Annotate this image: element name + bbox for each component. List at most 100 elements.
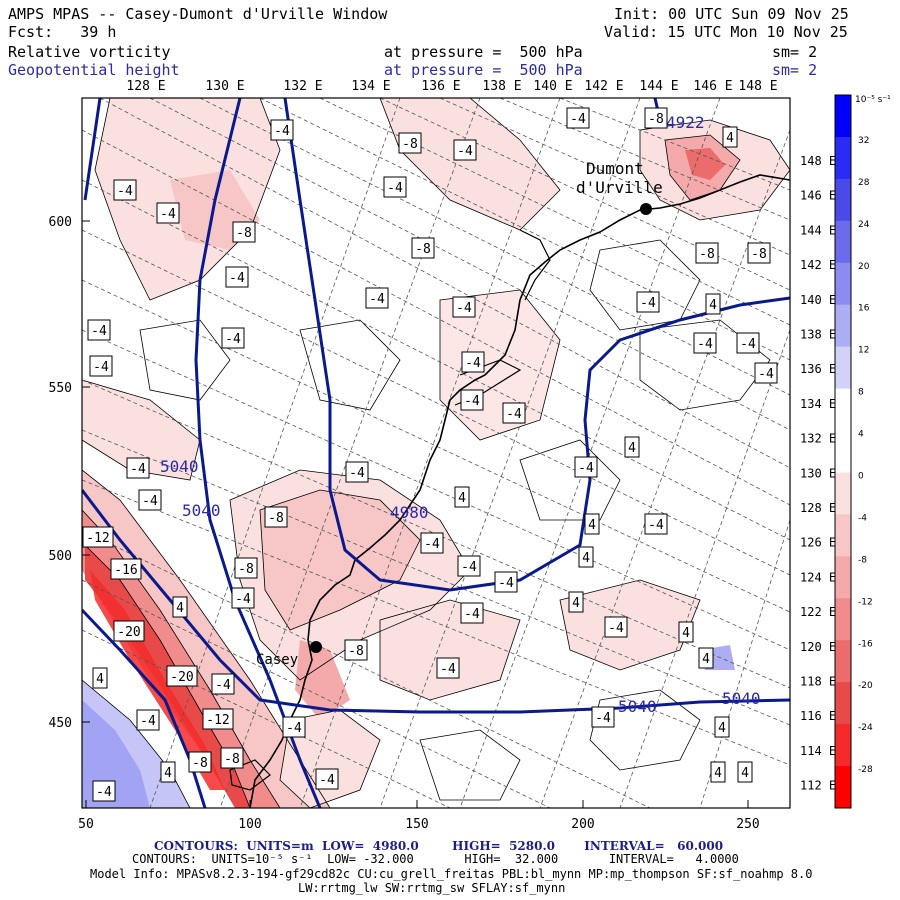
vorticity-label-box — [398, 132, 422, 154]
vorticity-label-box — [737, 761, 753, 783]
vorticity-label: -4 — [117, 184, 133, 199]
vorticity-label-box — [644, 107, 668, 129]
vorticity-label: -4 — [595, 711, 611, 726]
vorticity-label: -4 — [465, 356, 481, 371]
right-tick-label: 148 E — [800, 154, 836, 168]
vorticity-label-box — [452, 296, 476, 318]
vorticity-label-box — [736, 332, 760, 354]
vorticity-label: 4 — [176, 601, 184, 616]
vorticity-label: -4 — [740, 337, 756, 352]
vorticity-label-box — [574, 456, 598, 478]
vorticity-label: -4 — [424, 537, 440, 552]
vorticity-label: -4 — [440, 662, 456, 677]
colorbar-swatch — [835, 472, 851, 515]
vorticity-label: -4 — [608, 621, 624, 636]
vorticity-label-box — [644, 513, 668, 535]
vorticity-label: -12 — [206, 713, 229, 728]
vorticity-label-box — [221, 327, 245, 349]
vorticity-label-box — [636, 291, 660, 313]
colorbar-label: -8 — [858, 555, 867, 565]
vorticity-label: 4 — [741, 766, 749, 781]
colorbar-label: 8 — [858, 388, 864, 398]
vorticity-label-box — [202, 708, 234, 730]
right-tick-label: 122 E — [800, 605, 836, 619]
vorticity-label: -4 — [578, 461, 594, 476]
vorticity-label-box — [89, 355, 113, 377]
field1-name: Relative vorticity — [8, 43, 171, 61]
colorbar-swatch — [835, 136, 851, 180]
top-tick-label: 148 E — [738, 79, 777, 94]
vorticity-label-box — [126, 457, 150, 479]
vorticity-label: 4 — [458, 491, 466, 506]
vorticity-label: -4 — [457, 144, 473, 159]
vorticity-label-box — [566, 107, 590, 129]
vorticity-label: 4 — [714, 766, 722, 781]
plot-frame — [81, 97, 791, 809]
vorticity-label-box — [411, 237, 435, 259]
colorbar-swatch — [835, 95, 851, 138]
colorbar-swatch — [835, 514, 851, 557]
vorticity-label-box — [138, 489, 162, 511]
colorbar-swatch — [835, 682, 851, 725]
vorticity-label-box — [344, 639, 368, 661]
vorticity-label: -4 — [506, 407, 522, 422]
vorticity-label-box — [156, 202, 180, 224]
vorticity-label: -4 — [286, 721, 302, 736]
colorbar-label: -12 — [858, 597, 873, 607]
vorticity-label: -12 — [86, 531, 109, 546]
vorticity-label: -8 — [415, 242, 431, 257]
vorticity-label-box — [110, 558, 142, 580]
vorticity-label-box — [698, 647, 714, 669]
vorticity-label: -8 — [268, 511, 284, 526]
vorticity-label-box — [461, 351, 485, 373]
vorticity-label: 4 — [702, 652, 710, 667]
colorbar-label: 0 — [858, 472, 864, 482]
vorticity-label-box — [584, 513, 600, 535]
bottom-tick-label: 150 — [405, 817, 428, 832]
bottom-tick-label: 50 — [78, 817, 94, 832]
field2-level: at pressure = 500 hPa — [384, 61, 583, 79]
vorticity-label: -8 — [192, 756, 208, 771]
vorticity-label: -4 — [235, 592, 251, 607]
right-tick-label: 134 E — [800, 397, 836, 411]
height-label: 5040 — [618, 697, 657, 716]
vorticity-label: -4 — [229, 271, 245, 286]
vorticity-label-box — [678, 621, 694, 643]
right-tick-label: 112 E — [800, 779, 836, 793]
vorticity-label: 4 — [682, 626, 690, 641]
height-label: 5040 — [160, 457, 199, 476]
vorticity-label-box — [578, 546, 594, 568]
top-tick-label: 146 E — [693, 79, 732, 94]
vorticity-label-box — [460, 389, 484, 411]
vorticity-label: -4 — [142, 494, 158, 509]
colorbar-swatch — [835, 388, 851, 432]
vorticity-label: -4 — [225, 332, 241, 347]
top-tick-label: 128 E — [126, 79, 165, 94]
vorticity-label: -4 — [648, 518, 664, 533]
vorticity-label: -8 — [648, 112, 664, 127]
colorbar-swatch — [835, 556, 851, 599]
vorticity-label: -4 — [570, 112, 586, 127]
vorticity-label-box — [345, 461, 369, 483]
right-tick-label: 118 E — [800, 675, 836, 689]
vorticity-label-box — [87, 319, 111, 341]
vorticity-label: 4 — [164, 766, 172, 781]
vorticity-label-box — [264, 506, 288, 528]
colorbar-label: -24 — [858, 723, 873, 733]
forecast-hour: Fcst: 39 h — [8, 23, 117, 41]
height-label: 4980 — [390, 503, 429, 522]
vorticity-label-box — [568, 591, 584, 613]
colorbar-label: -16 — [858, 639, 873, 649]
height-label: 4922 — [666, 113, 705, 132]
colorbar-swatch — [835, 346, 851, 390]
right-tick-label: 124 E — [800, 570, 836, 584]
vorticity-label: -8 — [236, 226, 252, 241]
top-tick-label: 140 E — [533, 79, 572, 94]
vorticity-label-box — [113, 620, 145, 642]
top-tick-label: 134 E — [351, 79, 390, 94]
model-info-line2: LW:rrtmg_lw SW:rrtmg_sw SFLAY:sf_mynn — [298, 881, 566, 895]
height-label: 5040 — [182, 501, 221, 520]
bottom-tick-label: 250 — [736, 817, 759, 832]
vorticity-label-box — [420, 532, 444, 554]
vorticity-label-box — [695, 242, 719, 264]
